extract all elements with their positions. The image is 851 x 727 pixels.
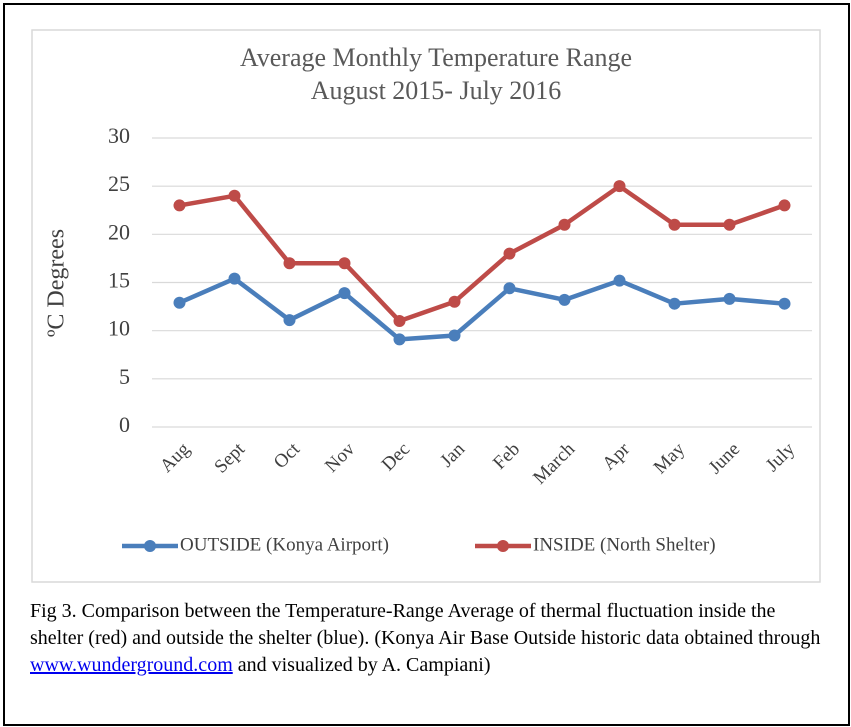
data-point bbox=[723, 218, 736, 231]
legend-marker bbox=[497, 540, 509, 552]
series-line bbox=[178, 276, 785, 342]
y-axis-label: ºC Degrees bbox=[44, 229, 70, 337]
legend-label: OUTSIDE (Konya Airport) bbox=[180, 534, 389, 555]
data-point bbox=[613, 180, 626, 193]
data-point bbox=[558, 218, 571, 231]
data-point bbox=[393, 315, 406, 328]
chart-title: Average Monthly Temperature Range bbox=[240, 43, 632, 72]
data-point bbox=[173, 296, 186, 309]
data-point bbox=[613, 274, 626, 287]
caption: Fig 3. Comparison between the Temperatur… bbox=[30, 598, 830, 679]
data-point bbox=[228, 189, 241, 202]
data-point bbox=[723, 292, 736, 305]
data-point bbox=[173, 199, 186, 212]
caption-text: Fig 3. Comparison between the Temperatur… bbox=[30, 600, 821, 649]
chart-subtitle: August 2015- July 2016 bbox=[311, 76, 562, 105]
y-tick-label: 0 bbox=[119, 412, 130, 437]
y-tick-label: 10 bbox=[108, 316, 130, 341]
data-point bbox=[393, 333, 406, 346]
data-point bbox=[448, 329, 461, 342]
legend-label: INSIDE (North Shelter) bbox=[533, 534, 716, 555]
y-tick-label: 5 bbox=[119, 364, 130, 389]
data-point bbox=[228, 272, 241, 285]
figure-frame bbox=[3, 3, 850, 726]
y-tick-label: 30 bbox=[108, 123, 130, 148]
data-point bbox=[503, 282, 516, 295]
data-point bbox=[503, 247, 516, 260]
data-point bbox=[558, 293, 571, 306]
data-point bbox=[338, 257, 351, 270]
data-point bbox=[283, 257, 296, 270]
y-tick-label: 20 bbox=[108, 219, 130, 244]
data-point bbox=[338, 287, 351, 300]
y-tick-label: 15 bbox=[108, 268, 130, 293]
legend-marker bbox=[144, 540, 156, 552]
series-line bbox=[179, 183, 786, 324]
y-tick-label: 25 bbox=[108, 171, 130, 196]
data-point bbox=[668, 297, 681, 310]
data-point bbox=[283, 314, 296, 327]
chart-frame bbox=[31, 29, 821, 583]
caption-link[interactable]: www.wunderground.com bbox=[30, 654, 233, 676]
data-point bbox=[778, 297, 791, 310]
data-point bbox=[448, 295, 461, 308]
data-point bbox=[668, 218, 681, 231]
data-point bbox=[778, 199, 791, 212]
caption-text: and visualized by A. Campiani) bbox=[232, 654, 491, 676]
